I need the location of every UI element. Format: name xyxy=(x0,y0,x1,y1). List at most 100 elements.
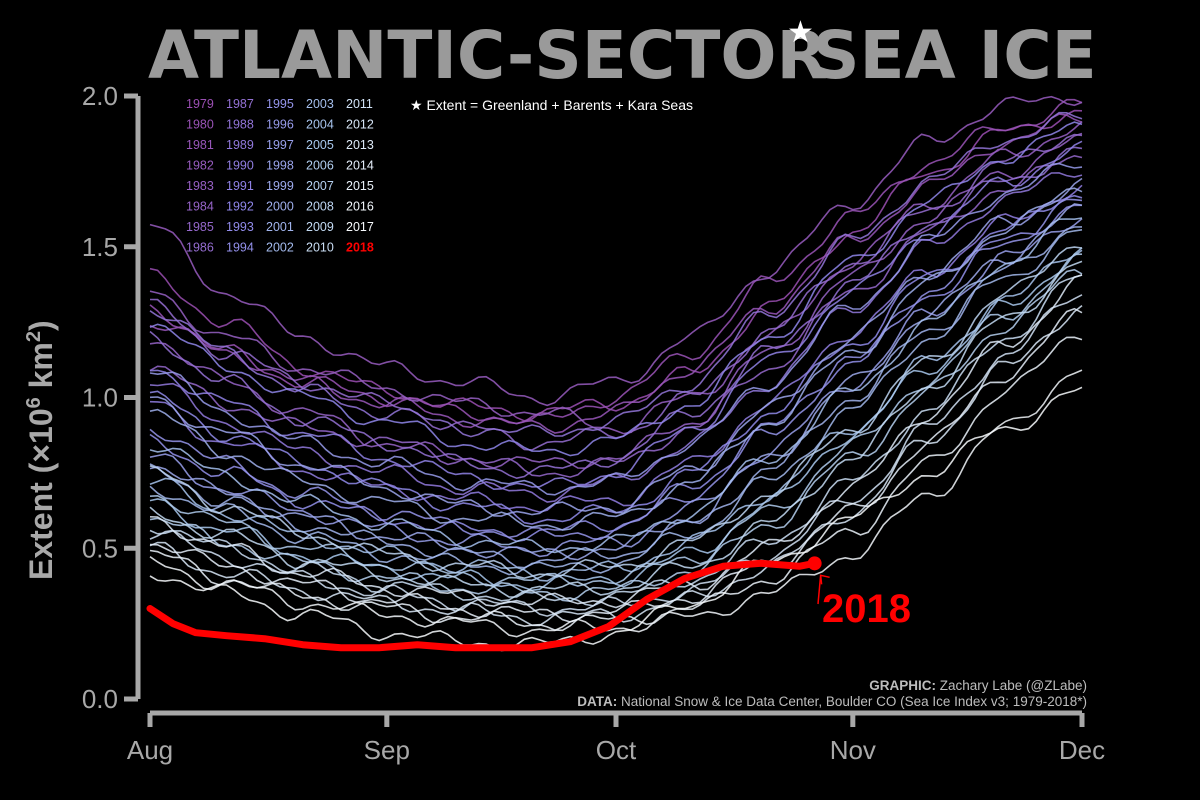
x-tick-label: Oct xyxy=(596,735,637,765)
legend-entry-1981: 1981 xyxy=(186,138,214,152)
data-credit: DATA: National Snow & Ice Data Center, B… xyxy=(577,694,1087,709)
legend-entry-1996: 1996 xyxy=(266,118,294,132)
series-line-1991 xyxy=(149,140,1083,491)
chart-title-tail: SEA ICE xyxy=(812,17,1097,94)
legend-entry-2003: 2003 xyxy=(306,97,334,111)
legend-entry-2008: 2008 xyxy=(306,200,334,214)
legend-entry-1988: 1988 xyxy=(226,118,254,132)
data-credit-text: National Snow & Ice Data Center, Boulder… xyxy=(621,694,1087,709)
legend: 1979 1980 1981 1982 1983 1984 1985 1986 1987 1988… xyxy=(186,97,374,255)
y-axis-label-unit: km xyxy=(23,342,59,397)
series-line-2018 xyxy=(146,559,819,652)
legend-entry-2016: 2016 xyxy=(346,200,374,214)
y-axis-label-sq: 2 xyxy=(23,331,45,342)
series-line-1987 xyxy=(149,146,1083,480)
series-line-1997 xyxy=(149,217,1083,558)
legend-entry-1998: 1998 xyxy=(266,159,294,173)
series-line-2016 xyxy=(149,369,1083,638)
legend-entry-2018: 2018 xyxy=(346,241,374,255)
series-line-2017 xyxy=(149,386,1083,652)
legend-entry-1997: 1997 xyxy=(266,138,294,152)
legend-entry-2002: 2002 xyxy=(266,241,294,255)
legend-entry-1985: 1985 xyxy=(186,220,214,234)
legend-entry-2014: 2014 xyxy=(346,159,374,173)
legend-entry-1999: 1999 xyxy=(266,179,294,193)
series-line-2009 xyxy=(149,260,1083,598)
highlight-annotation: 2018 xyxy=(817,574,911,631)
series-line-1996 xyxy=(149,162,1083,496)
legend-entry-1992: 1992 xyxy=(226,200,254,214)
series-line-2011 xyxy=(149,294,1083,617)
x-tick-label: Nov xyxy=(830,735,876,765)
legend-entry-2015: 2015 xyxy=(346,179,374,193)
legend-entry-1983: 1983 xyxy=(186,179,214,193)
highlight-arrowhead xyxy=(819,574,830,585)
legend-entry-1986: 1986 xyxy=(186,241,214,255)
legend-entry-2000: 2000 xyxy=(266,200,294,214)
series-line-1994 xyxy=(149,204,1083,543)
series-line-1983 xyxy=(149,121,1083,435)
series-line-2000 xyxy=(149,187,1083,531)
series-line-1992 xyxy=(149,121,1083,457)
series-line-1980 xyxy=(149,98,1083,425)
highlight-label: 2018 xyxy=(822,587,911,631)
y-tick-label: 1.0 xyxy=(82,383,118,413)
axes xyxy=(124,93,1085,727)
legend-entry-1991: 1991 xyxy=(226,179,254,193)
legend-entry-2005: 2005 xyxy=(306,138,334,152)
y-axis-label-main: Extent ( xyxy=(23,462,59,580)
y-tick-label: 0.0 xyxy=(82,684,118,714)
background-series-group xyxy=(149,95,1083,652)
legend-entry-2012: 2012 xyxy=(346,118,374,132)
x-tick-label: Sep xyxy=(364,735,410,765)
y-axis-label: Extent (×106 km2) xyxy=(23,320,59,580)
graphic-credit-label: GRAPHIC: xyxy=(869,678,936,693)
legend-entry-2001: 2001 xyxy=(266,220,294,234)
series-line-1984 xyxy=(149,132,1083,470)
x-tick-label: Dec xyxy=(1059,735,1105,765)
legend-entry-2009: 2009 xyxy=(306,220,334,234)
legend-entry-1984: 1984 xyxy=(186,200,214,214)
series-line-1988 xyxy=(149,111,1083,438)
series-line-2008 xyxy=(149,246,1083,580)
extent-note: ★ Extent = Greenland + Barents + Kara Se… xyxy=(410,97,693,113)
legend-entry-2006: 2006 xyxy=(306,159,334,173)
highlight-series-group xyxy=(146,556,822,652)
series-line-1999 xyxy=(149,203,1083,561)
series-line-2003 xyxy=(149,217,1083,554)
legend-entry-1979: 1979 xyxy=(186,97,214,111)
data-credit-label: DATA: xyxy=(577,694,617,709)
series-line-1982 xyxy=(149,95,1083,407)
legend-entry-2007: 2007 xyxy=(306,179,334,193)
y-tick-label: 1.5 xyxy=(82,232,118,262)
legend-entry-2017: 2017 xyxy=(346,220,374,234)
legend-entry-2011: 2011 xyxy=(346,97,373,111)
legend-entry-1987: 1987 xyxy=(226,97,254,111)
legend-entry-1995: 1995 xyxy=(266,97,294,111)
series-line-2010 xyxy=(149,274,1083,607)
legend-entry-1990: 1990 xyxy=(226,159,254,173)
graphic-credit-text: Zachary Labe (@ZLabe) xyxy=(940,678,1087,693)
highlight-endpoint xyxy=(807,556,822,571)
legend-entry-1980: 1980 xyxy=(186,118,214,132)
series-line-2014 xyxy=(149,307,1083,623)
series-line-2013 xyxy=(149,274,1083,609)
chart-title: ATLANTIC-SECTOR xyxy=(148,17,827,94)
graphic-credit: GRAPHIC: Zachary Labe (@ZLabe) xyxy=(869,678,1087,693)
series-line-1979 xyxy=(149,109,1083,422)
highlight-arrow xyxy=(817,575,822,605)
tick-labels: 0.0 0.5 1.0 1.5 2.0 Aug Sep Oct Nov Dec xyxy=(82,81,1105,765)
title-star-icon: ★ xyxy=(787,15,814,50)
y-axis-label-times: ×10 xyxy=(23,408,59,462)
y-tick-label: 2.0 xyxy=(82,81,118,111)
series-line-2001 xyxy=(149,226,1083,569)
series-line-1981 xyxy=(149,113,1083,434)
x-tick-label: Aug xyxy=(127,735,173,765)
legend-entry-2010: 2010 xyxy=(306,241,334,255)
y-tick-label: 0.5 xyxy=(82,533,118,563)
legend-entry-1993: 1993 xyxy=(226,220,254,234)
y-axis-label-exp: 6 xyxy=(23,397,45,408)
legend-entry-1989: 1989 xyxy=(226,138,254,152)
